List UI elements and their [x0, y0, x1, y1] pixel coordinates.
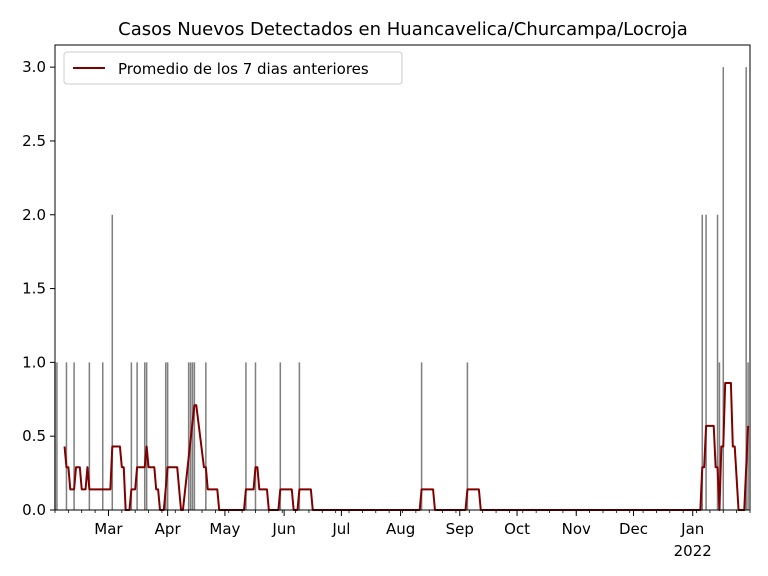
- y-tick-label: 3.0: [22, 58, 46, 76]
- bar: [205, 362, 207, 510]
- bar: [420, 362, 423, 510]
- legend: Promedio de los 7 dias anteriores: [63, 51, 403, 85]
- bar: [718, 362, 721, 510]
- bar: [745, 67, 747, 510]
- y-tick-label: 1.5: [22, 280, 46, 298]
- x-tick-label: Apr: [155, 520, 182, 538]
- x-tick-label: Mar: [94, 520, 123, 538]
- bar: [187, 362, 190, 510]
- bar: [722, 67, 725, 510]
- bar: [191, 362, 194, 510]
- x-tick-label: Sep: [446, 520, 474, 538]
- x-tick-label: Oct: [504, 520, 530, 538]
- x-tick-label: Jun: [271, 520, 295, 538]
- x-tick-label: Jul: [331, 520, 350, 538]
- bar: [164, 362, 167, 510]
- legend-frame: [63, 51, 403, 85]
- y-tick-label: 0.0: [22, 501, 46, 519]
- y-tick-label: 1.0: [22, 353, 46, 371]
- y-tick-label: 2.5: [22, 132, 46, 150]
- x-tick-label: Jan: [680, 520, 704, 538]
- axes-frame: [54, 44, 751, 511]
- x-tick-sublabel: 2022: [674, 542, 712, 560]
- x-tick-label: Dec: [619, 520, 648, 538]
- bar: [716, 214, 719, 510]
- bar: [73, 362, 75, 510]
- x-tick-label: May: [209, 520, 240, 538]
- bar: [193, 362, 196, 510]
- bar: [56, 362, 58, 510]
- bar: [254, 362, 257, 510]
- axes-layer: 0.0 0.5 1.0 1.5 2.0 2.5 3.0 Mar Apr May Jun Jul Aug S…: [22, 44, 751, 560]
- bar: [279, 362, 282, 510]
- bar: [298, 362, 301, 510]
- bar: [166, 362, 169, 510]
- bar: [88, 362, 91, 510]
- bar: [701, 214, 704, 510]
- legend-entry: Promedio de los 7 dias anteriores: [118, 60, 369, 78]
- y-tick-label: 0.5: [22, 427, 46, 445]
- bar: [143, 362, 146, 510]
- bar: [101, 362, 104, 510]
- bar: [130, 362, 133, 510]
- bar: [111, 214, 114, 510]
- bar: [136, 362, 138, 510]
- chart-title: Casos Nuevos Detectados en Huancavelica/…: [118, 19, 688, 40]
- bar: [245, 362, 247, 510]
- y-tick-label: 2.0: [22, 206, 46, 224]
- bar: [145, 362, 148, 510]
- bars-layer: [54, 67, 749, 510]
- bar: [65, 362, 68, 510]
- bar: [705, 214, 707, 510]
- x-tick-label: Nov: [562, 520, 591, 538]
- x-tick-label: Aug: [386, 520, 415, 538]
- bar: [466, 362, 469, 510]
